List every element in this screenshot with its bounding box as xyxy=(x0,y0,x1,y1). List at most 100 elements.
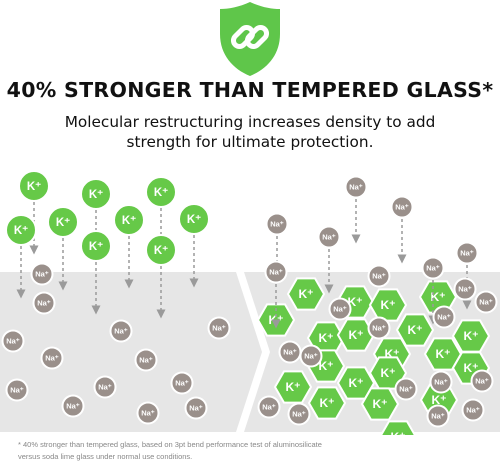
sodium-ion: Na⁺ xyxy=(367,316,391,340)
ion-label: Na⁺ xyxy=(98,383,112,392)
potassium-ion-hexagon: K⁺ xyxy=(451,319,491,353)
sodium-ion: Na⁺ xyxy=(184,396,208,420)
footnote-line-1: * 40% stronger than tempered glass, base… xyxy=(18,440,322,449)
subheadline-line-2: strength for ultimate protection. xyxy=(126,133,374,151)
chain-link-icon xyxy=(230,24,270,50)
ion-label: Na⁺ xyxy=(434,378,448,387)
sodium-ion: Na⁺ xyxy=(170,371,194,395)
potassium-ion-hexagon: K⁺ xyxy=(336,366,376,400)
ion-label: Na⁺ xyxy=(139,356,153,365)
ion-label: Na⁺ xyxy=(262,403,276,412)
sodium-ion: Na⁺ xyxy=(344,175,368,199)
subheadline-line-1: Molecular restructuring increases densit… xyxy=(64,113,436,131)
sodium-ion: Na⁺ xyxy=(93,375,117,399)
sodium-ion: Na⁺ xyxy=(265,212,289,236)
potassium-ion-hexagon: K⁺ xyxy=(307,386,347,420)
potassium-ion-hexagon: K⁺ xyxy=(306,321,346,355)
sodium-ion: Na⁺ xyxy=(109,319,133,343)
ion-label: Na⁺ xyxy=(175,379,189,388)
ion-label: K⁺ xyxy=(14,225,28,237)
sodium-ion: Na⁺ xyxy=(278,340,302,364)
ion-label: K⁺ xyxy=(381,298,396,312)
ion-label: K⁺ xyxy=(464,361,479,375)
ion-label: K⁺ xyxy=(89,189,103,201)
ion-label: K⁺ xyxy=(154,187,168,199)
sodium-ion: Na⁺ xyxy=(30,262,54,286)
potassium-ion: K⁺ xyxy=(80,230,112,262)
ion-label: Na⁺ xyxy=(333,305,347,314)
ion-label: Na⁺ xyxy=(304,352,318,361)
ion-label: K⁺ xyxy=(320,396,335,410)
sodium-ion: Na⁺ xyxy=(328,297,352,321)
sodium-ion: Na⁺ xyxy=(5,378,29,402)
ion-label: K⁺ xyxy=(299,287,314,301)
ion-label: K⁺ xyxy=(349,328,364,342)
sodium-ion: Na⁺ xyxy=(453,277,477,301)
ion-label: Na⁺ xyxy=(399,385,413,394)
ion-label: K⁺ xyxy=(408,323,423,337)
ion-label: Na⁺ xyxy=(292,410,306,419)
potassium-ion: K⁺ xyxy=(80,178,112,210)
ion-label: Na⁺ xyxy=(437,313,451,322)
sodium-ion: Na⁺ xyxy=(40,346,64,370)
sodium-ion: Na⁺ xyxy=(136,401,160,425)
ion-label: Na⁺ xyxy=(372,324,386,333)
ion-label: Na⁺ xyxy=(189,404,203,413)
ion-label: Na⁺ xyxy=(212,324,226,333)
ion-label: Na⁺ xyxy=(283,348,297,357)
ion-label: Na⁺ xyxy=(458,285,472,294)
ion-label: Na⁺ xyxy=(269,268,283,277)
ion-label: Na⁺ xyxy=(475,377,489,386)
ion-label: K⁺ xyxy=(349,376,364,390)
potassium-ion: K⁺ xyxy=(178,203,210,235)
ion-label: K⁺ xyxy=(89,241,103,253)
sodium-ion: Na⁺ xyxy=(421,256,445,280)
potassium-ion-hexagon: K⁺ xyxy=(423,337,463,371)
ion-label: K⁺ xyxy=(348,295,363,309)
potassium-ion-hexagon: K⁺ xyxy=(336,318,376,352)
ion-label: Na⁺ xyxy=(6,337,20,346)
potassium-ion-hexagon: K⁺ xyxy=(395,313,435,347)
ion-label: Na⁺ xyxy=(35,270,49,279)
sodium-ion: Na⁺ xyxy=(455,241,479,265)
ion-label: Na⁺ xyxy=(114,327,128,336)
sodium-ion: Na⁺ xyxy=(470,369,494,393)
potassium-ion: K⁺ xyxy=(5,214,37,246)
sodium-ion: Na⁺ xyxy=(32,291,56,315)
sodium-ion: Na⁺ xyxy=(264,260,288,284)
ion-label: K⁺ xyxy=(122,215,136,227)
ion-label: Na⁺ xyxy=(141,409,155,418)
ion-label: K⁺ xyxy=(187,214,201,226)
ion-label: K⁺ xyxy=(319,331,334,345)
potassium-ion: K⁺ xyxy=(145,234,177,266)
ion-label: Na⁺ xyxy=(479,298,493,307)
ion-label: Na⁺ xyxy=(395,203,409,212)
ion-label: Na⁺ xyxy=(460,249,474,258)
potassium-ion: K⁺ xyxy=(18,170,50,202)
ion-label: K⁺ xyxy=(431,290,446,304)
ion-label: Na⁺ xyxy=(270,220,284,229)
sodium-ion: Na⁺ xyxy=(134,348,158,372)
ion-label: K⁺ xyxy=(27,181,41,193)
sodium-ion: Na⁺ xyxy=(429,370,453,394)
sodium-ion: Na⁺ xyxy=(461,398,485,422)
ion-label: Na⁺ xyxy=(372,272,386,281)
sodium-ion: Na⁺ xyxy=(394,377,418,401)
sodium-ion: Na⁺ xyxy=(367,264,391,288)
sodium-ion: Na⁺ xyxy=(207,316,231,340)
potassium-ion: K⁺ xyxy=(47,206,79,238)
sodium-ion: Na⁺ xyxy=(390,195,414,219)
ion-label: K⁺ xyxy=(464,329,479,343)
sodium-ion: Na⁺ xyxy=(474,290,498,314)
ion-label: Na⁺ xyxy=(431,412,445,421)
ion-layer: K⁺K⁺ K⁺K⁺ K⁺ K⁺K⁺K⁺ K⁺Na⁺Na⁺Na⁺Na⁺Na⁺Na⁺Na⁺N… xyxy=(1,170,498,428)
ion-label: Na⁺ xyxy=(426,264,440,273)
ion-label: K⁺ xyxy=(154,245,168,257)
potassium-ion-hexagon: K⁺ xyxy=(360,387,400,421)
ion-label: K⁺ xyxy=(381,366,396,380)
ion-label: Na⁺ xyxy=(37,299,51,308)
ion-label: Na⁺ xyxy=(66,402,80,411)
sodium-ion: Na⁺ xyxy=(317,225,341,249)
ion-label: K⁺ xyxy=(391,430,406,435)
